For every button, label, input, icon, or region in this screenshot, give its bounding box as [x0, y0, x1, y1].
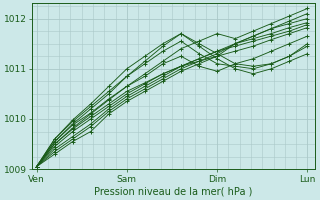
X-axis label: Pression niveau de la mer( hPa ): Pression niveau de la mer( hPa ) — [94, 187, 252, 197]
